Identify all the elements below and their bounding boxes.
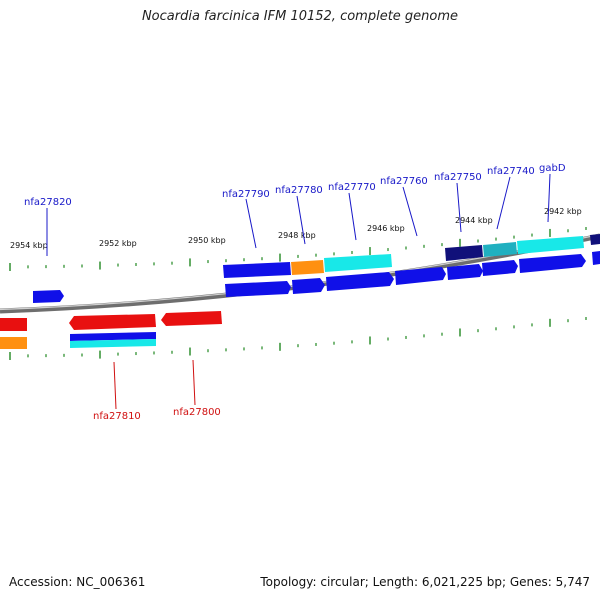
gene-arrow[interactable] (292, 278, 325, 294)
gene-arrow-reverse[interactable] (0, 318, 27, 331)
gene-label[interactable]: nfa27800 (173, 407, 221, 418)
gene-block-darkblue[interactable] (445, 245, 483, 261)
gene-block-cyan[interactable] (324, 254, 392, 272)
gene-track-top (33, 251, 600, 303)
gene-label[interactable]: nfa27810 (93, 411, 141, 422)
kbp-label: 2950 kbp (188, 236, 226, 245)
gene-label[interactable]: nfa27780 (275, 185, 323, 196)
genome-summary: Topology: circular; Length: 6,021,225 bp… (260, 575, 590, 589)
gene-leader-lines-bottom (113, 359, 196, 410)
kbp-label: 2948 kbp (278, 231, 316, 240)
gene-block-cyan[interactable] (517, 236, 584, 254)
gene-leader-lines-top (46, 173, 551, 256)
gene-arrow[interactable] (33, 290, 64, 303)
gene-track-bottom (0, 311, 222, 331)
gene-block-blue[interactable] (70, 332, 156, 341)
gene-block-blue[interactable] (223, 262, 291, 278)
tick-row-bottom (9, 316, 587, 360)
kbp-label: 2944 kbp (455, 216, 493, 225)
gene-block-cyan[interactable] (70, 339, 156, 348)
gene-block-darkblue[interactable] (590, 234, 600, 245)
gene-arrow-reverse[interactable] (69, 314, 156, 330)
gene-label[interactable]: nfa27820 (24, 197, 72, 208)
gene-label[interactable]: nfa27790 (222, 189, 270, 200)
gene-label[interactable]: nfa27750 (434, 172, 482, 183)
gene-block-teal[interactable] (483, 242, 517, 257)
feature-track-bottom (0, 332, 156, 349)
gene-arrow[interactable] (225, 281, 291, 297)
gene-label[interactable]: nfa27740 (487, 166, 535, 177)
kbp-label: 2942 kbp (544, 207, 582, 216)
gene-arrow[interactable] (326, 272, 394, 291)
gene-arrow[interactable] (519, 254, 586, 273)
tick-row-top (9, 227, 587, 271)
map-title: Nocardia farcinica IFM 10152, complete g… (141, 9, 459, 24)
kbp-label: 2954 kbp (10, 241, 48, 250)
gene-label[interactable]: nfa27760 (380, 176, 428, 187)
accession-label: Accession: NC_006361 (9, 575, 146, 589)
gene-block-orange[interactable] (291, 260, 324, 275)
gene-arrow[interactable] (447, 264, 483, 280)
feature-track-top (223, 234, 600, 278)
gene-arrow[interactable] (592, 251, 600, 265)
gene-arrow[interactable] (482, 260, 518, 276)
gene-label[interactable]: gabD (539, 163, 566, 174)
gene-label[interactable]: nfa27770 (328, 182, 376, 193)
kbp-label: 2946 kbp (367, 224, 405, 233)
gene-arrow-reverse[interactable] (161, 311, 222, 326)
gene-block-orange[interactable] (0, 337, 27, 349)
gene-arrow[interactable] (395, 267, 446, 285)
kbp-label: 2952 kbp (99, 239, 137, 248)
